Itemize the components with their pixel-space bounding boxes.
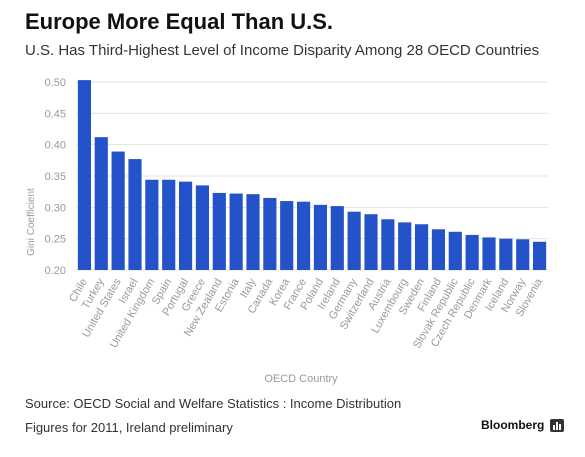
bar <box>364 214 378 270</box>
bar <box>330 206 344 270</box>
data-note: Figures for 2011, Ireland preliminary <box>25 420 233 435</box>
bar <box>229 193 243 270</box>
bar <box>482 237 496 270</box>
y-tick-label: 0.40 <box>45 140 66 152</box>
y-tick-label: 0.45 <box>45 108 66 120</box>
bar <box>415 224 429 270</box>
x-axis-label: OECD Country <box>264 373 338 385</box>
bar <box>162 179 176 270</box>
bar <box>179 181 193 270</box>
bar-chart: 0.50 0.45 0.40 0.35 0.30 0.25 0.20 ChileTurkey… <box>26 77 548 385</box>
bar <box>381 219 395 270</box>
y-axis-ticks: 0.50 0.45 0.40 0.35 0.30 0.25 0.20 <box>45 77 66 277</box>
bar <box>398 222 412 270</box>
bar <box>280 201 294 270</box>
y-tick-label: 0.35 <box>45 171 66 183</box>
bar <box>263 197 277 270</box>
source-note: Source: OECD Social and Welfare Statisti… <box>25 396 402 411</box>
bar <box>465 234 479 270</box>
bar <box>246 194 260 270</box>
bar <box>77 80 91 271</box>
bar <box>94 137 108 270</box>
chart-title: Europe More Equal Than U.S. <box>25 9 334 34</box>
y-axis-label: Gini Coefficient <box>26 188 37 256</box>
bar <box>533 241 547 270</box>
bar <box>347 211 361 270</box>
y-tick-label: 0.30 <box>45 202 66 214</box>
bar <box>195 185 209 270</box>
bar <box>145 179 159 270</box>
y-tick-label: 0.25 <box>45 234 66 246</box>
bar <box>111 151 125 270</box>
bar <box>313 204 327 270</box>
bloomberg-chart-icon <box>550 418 565 432</box>
bar <box>297 201 311 270</box>
chart-subtitle: U.S. Has Third-Highest Level of Income D… <box>25 42 540 59</box>
bar <box>499 238 513 270</box>
y-tick-label: 0.50 <box>45 77 66 89</box>
bar <box>128 159 142 270</box>
bar <box>431 229 445 270</box>
bar <box>212 192 226 270</box>
bar <box>448 231 462 270</box>
brand-name: Bloomberg <box>481 418 545 432</box>
bar <box>516 239 530 270</box>
y-tick-label: 0.20 <box>45 265 66 277</box>
bloomberg-logo: Bloomberg <box>481 418 565 432</box>
bars <box>77 80 547 271</box>
